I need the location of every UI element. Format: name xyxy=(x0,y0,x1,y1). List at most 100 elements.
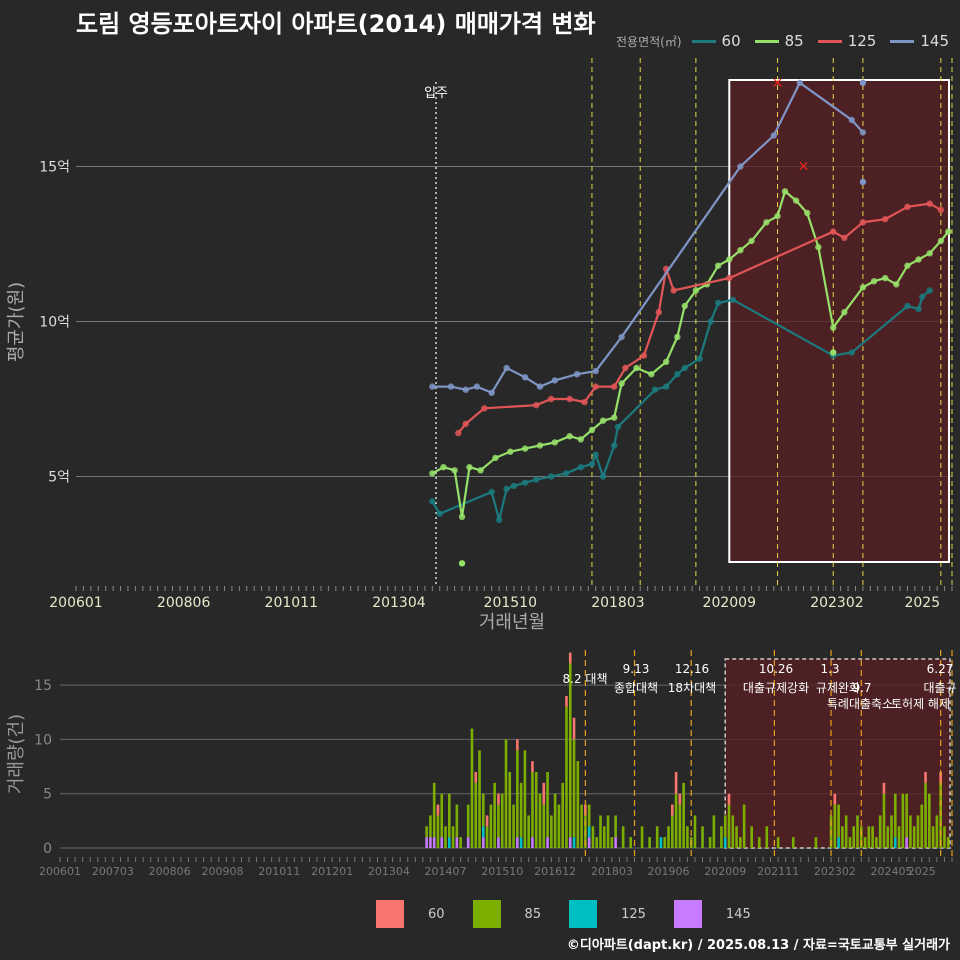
series-point-60-13 xyxy=(599,473,607,480)
price-x-tick-5: 201803 xyxy=(591,595,644,611)
volume-x-tick-6: 201304 xyxy=(368,865,410,878)
series-point-60-2 xyxy=(488,488,495,496)
series-point-145-16 xyxy=(859,129,867,136)
series-point-85-41 xyxy=(915,256,922,263)
series-point-145-9 xyxy=(573,371,581,378)
volume-x-tick-5: 201201 xyxy=(311,865,353,878)
volume-bar-60-8 xyxy=(568,652,572,664)
volume-bar-85-10 xyxy=(466,804,470,838)
series-point-60-7 xyxy=(533,476,540,483)
volume-x-tick-10: 201803 xyxy=(591,865,633,878)
series-point-60-3 xyxy=(495,516,503,524)
series-point-85-4 xyxy=(466,464,473,471)
volume-bar-85-87 xyxy=(856,815,859,848)
legend-top: 전용면적(㎡) 60 85 125 145 xyxy=(616,31,957,51)
volume-bar-85-2 xyxy=(432,782,436,838)
volume-bar-85-76 xyxy=(765,826,769,848)
series-point-60-8 xyxy=(547,473,555,480)
volume-bar-85-8 xyxy=(455,804,459,838)
series-point-145-13 xyxy=(770,132,778,139)
volume-x-tick-4: 201011 xyxy=(258,865,300,878)
series-point-85-24 xyxy=(714,262,722,269)
volume-bar-60-12 xyxy=(674,772,678,794)
series-point-60-20 xyxy=(696,355,703,362)
volume-bar-85-66 xyxy=(712,815,716,848)
policy-sub-6: 대출규 xyxy=(923,681,956,695)
series-point-85-1 xyxy=(440,464,447,471)
volume-bar-60-13 xyxy=(678,793,682,805)
bottom-legend-swatch-60 xyxy=(376,900,404,928)
series-point-85-18 xyxy=(648,371,655,378)
series-point-85-34 xyxy=(830,324,837,331)
price-y-tick-1: 10억 xyxy=(39,315,70,331)
series-point-60-6 xyxy=(521,479,529,486)
volume-bar-85-52 xyxy=(640,826,644,848)
series-point-60-9 xyxy=(562,470,570,477)
series-point-85-10 xyxy=(551,439,559,446)
volume-bar-85-59 xyxy=(678,804,682,848)
volume-bar-85-73 xyxy=(742,804,746,848)
series-point-125-7 xyxy=(592,383,599,390)
volume-bar-60-14 xyxy=(727,793,731,805)
series-point-85-38 xyxy=(881,274,889,282)
volume-bar-85-38 xyxy=(572,739,576,838)
volume-x-tick-1: 200703 xyxy=(92,865,134,878)
series-point-145-12 xyxy=(737,163,744,170)
series-point-60-12 xyxy=(592,451,599,458)
volume-bar-145-11 xyxy=(568,837,572,848)
volume-bar-85-106 xyxy=(928,793,931,848)
volume-bar-60-16 xyxy=(882,782,886,794)
series-point-60-10 xyxy=(577,464,585,471)
volume-bar-85-58 xyxy=(674,793,678,848)
volume-bar-145-7 xyxy=(497,837,500,848)
volume-bar-85-5 xyxy=(444,826,447,848)
series-point-145-2 xyxy=(462,386,469,393)
volume-bar-125-7 xyxy=(837,837,840,848)
series-point-85-26 xyxy=(737,247,744,254)
series-point-85-31 xyxy=(792,197,800,204)
series-point-60-4 xyxy=(503,485,510,493)
series-point-125-17 xyxy=(859,219,867,226)
volume-bar-125-1 xyxy=(482,826,485,838)
series-point-125-2 xyxy=(481,405,488,412)
volume-bar-85-11 xyxy=(470,728,474,848)
volume-bar-85-65 xyxy=(708,837,712,848)
price-x-tick-8: 2025 xyxy=(904,595,940,611)
volume-bar-125-3 xyxy=(572,837,576,848)
series-line-125 xyxy=(457,202,942,434)
bottom-legend-label-85: 85 xyxy=(524,906,542,922)
policy-label-5: 9.7 xyxy=(852,681,871,695)
volume-x-tick-14: 202302 xyxy=(814,865,856,878)
volume-bar-145-0 xyxy=(425,837,428,848)
series-point-60-21 xyxy=(707,318,714,325)
policy-label-6: 6.27 xyxy=(927,662,954,676)
series-point-145-6 xyxy=(521,374,529,381)
series-point-60-18 xyxy=(674,371,681,378)
series-point-145-3 xyxy=(473,383,481,390)
volume-bar-85-19 xyxy=(500,793,504,848)
volume-bar-85-89 xyxy=(863,837,867,848)
volume-bar-85-6 xyxy=(448,793,451,838)
volume-bar-60-11 xyxy=(671,804,674,816)
volume-bar-85-36 xyxy=(565,706,568,848)
volume-bar-85-68 xyxy=(723,815,727,838)
policy-sub-1: 종합대책 xyxy=(614,680,658,695)
volume-bar-85-101 xyxy=(909,815,912,848)
footer-credit: ©디아파트(dapt.kr) / 2025.08.13 / 자료=국토교통부 실… xyxy=(566,938,950,953)
series-point-60-1 xyxy=(436,510,443,517)
volume-bar-145-10 xyxy=(546,837,549,848)
series-point-85-11 xyxy=(566,433,573,440)
volume-bar-60-9 xyxy=(572,717,576,740)
volume-x-tick-16: 2025 xyxy=(908,865,936,878)
volume-bar-85-26 xyxy=(527,815,530,848)
volume-bar-85-85 xyxy=(848,837,852,848)
volume-bar-60-17 xyxy=(924,772,927,783)
series-point-125-18 xyxy=(881,216,889,223)
series-point-85-33 xyxy=(815,243,822,251)
volume-bar-85-7 xyxy=(451,826,455,848)
volume-bar-85-3 xyxy=(436,815,440,848)
cancelled-mark-1: × xyxy=(798,159,810,175)
series-point-85-14 xyxy=(599,417,607,424)
series-point-125-13 xyxy=(670,287,677,294)
